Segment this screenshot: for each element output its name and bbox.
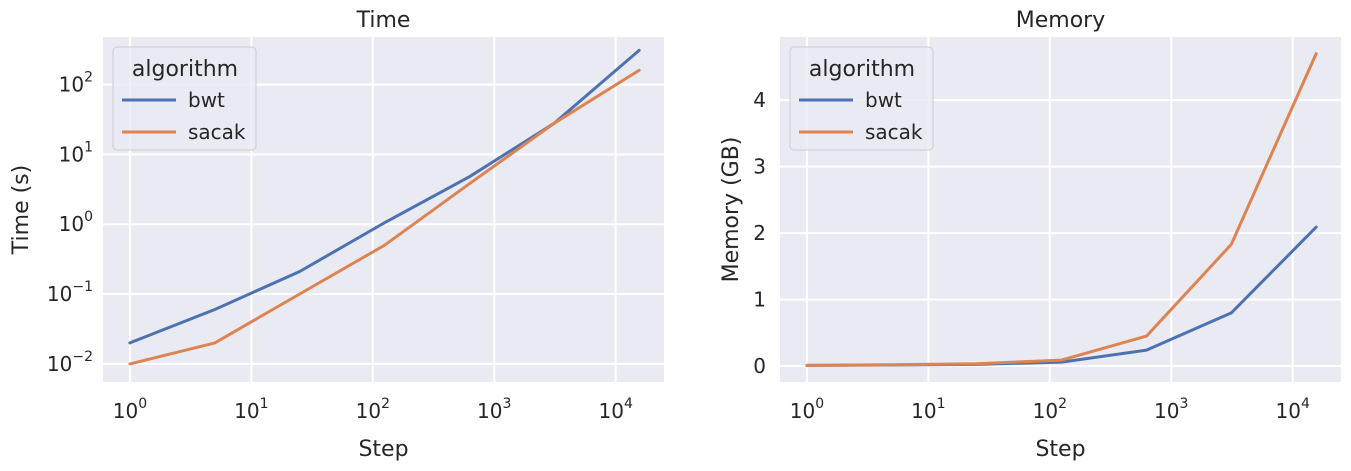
x-tick-exp: 0	[138, 396, 147, 412]
legend-label-bwt: bwt	[865, 88, 902, 112]
x-tick-label: 100	[790, 396, 824, 423]
x-tick-exp: 2	[1058, 396, 1067, 412]
x-tick-exp: 4	[624, 396, 633, 412]
x-tick-base: 10	[1275, 399, 1300, 423]
x-tick-label: 103	[1154, 396, 1188, 423]
x-tick-base: 10	[1033, 399, 1058, 423]
series-line-sacak	[128, 68, 641, 366]
x-tick-label: 102	[1033, 396, 1067, 423]
x-tick-exp: 4	[1301, 396, 1310, 412]
x-tick-base: 10	[113, 399, 138, 423]
legend-title: algorithm	[809, 57, 915, 82]
y-tick-label: 0	[753, 354, 766, 378]
x-tick-label: 104	[598, 396, 632, 423]
x-tick-exp: 0	[815, 396, 824, 412]
x-tick-label: 101	[234, 396, 268, 423]
x-tick-base: 10	[477, 399, 502, 423]
x-tick-base: 10	[911, 399, 936, 423]
x-tick-label: 100	[113, 396, 147, 423]
x-tick-base: 10	[356, 399, 381, 423]
x-tick-exp: 3	[1180, 396, 1189, 412]
y-tick-label: 101	[59, 139, 93, 166]
y-tick-base: 10	[47, 352, 72, 376]
legend-label-sacak: sacak	[865, 120, 923, 144]
x-tick-label: 102	[356, 396, 390, 423]
legend-box	[789, 46, 934, 151]
legend-label-sacak: sacak	[188, 120, 246, 144]
y-tick-label: 10−1	[47, 279, 93, 306]
x-tick-base: 10	[598, 399, 623, 423]
y-tick-base: 10	[47, 282, 72, 306]
y-tick-exp: −2	[72, 349, 93, 365]
y-tick-label: 10−2	[47, 349, 93, 376]
y-axis-label: Memory (GB)	[719, 137, 744, 283]
chart-0: 100 101 102 103 10410−210−1100101102TimeStep…	[9, 8, 664, 462]
y-tick-label: 1	[753, 288, 766, 312]
y-axis-label: Time (s)	[9, 165, 34, 255]
chart-title: Memory	[1016, 8, 1105, 33]
y-tick-label: 102	[59, 70, 93, 97]
y-tick-label: 4	[753, 88, 766, 112]
y-tick-base: 10	[59, 212, 84, 236]
legend-box	[112, 46, 257, 151]
x-tick-exp: 3	[503, 396, 512, 412]
y-tick-exp: 1	[84, 139, 93, 155]
y-tick-exp: 0	[84, 209, 93, 225]
x-tick-exp: 1	[260, 396, 269, 412]
y-tick-exp: 2	[84, 70, 93, 86]
x-axis-label: Step	[358, 437, 408, 462]
x-tick-label: 101	[911, 396, 945, 423]
legend-title: algorithm	[132, 57, 238, 82]
y-tick-label: 3	[753, 155, 766, 179]
x-tick-label: 104	[1275, 396, 1309, 423]
x-tick-label: 103	[477, 396, 511, 423]
x-tick-base: 10	[1154, 399, 1179, 423]
chart-title: Time	[356, 8, 411, 33]
x-tick-exp: 1	[937, 396, 946, 412]
legend-label-bwt: bwt	[188, 88, 225, 112]
series-line-sacak	[805, 52, 1318, 367]
x-axis-label: Step	[1035, 437, 1085, 462]
x-tick-base: 10	[790, 399, 815, 423]
y-tick-exp: −1	[72, 279, 93, 295]
y-tick-base: 10	[59, 142, 84, 166]
x-tick-exp: 2	[381, 396, 390, 412]
y-tick-label: 100	[59, 209, 93, 236]
y-tick-base: 10	[59, 73, 84, 97]
x-tick-base: 10	[234, 399, 259, 423]
y-tick-label: 2	[753, 221, 766, 245]
